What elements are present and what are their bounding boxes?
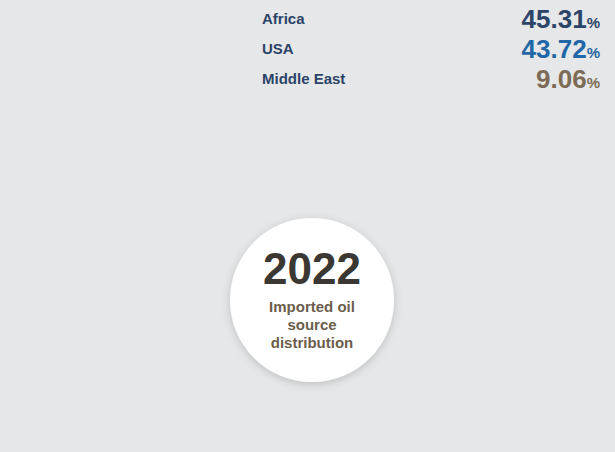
value-label: 9.06% bbox=[536, 64, 600, 94]
value-unit: % bbox=[587, 44, 600, 61]
value-number: 45.31 bbox=[522, 4, 587, 34]
category-label: Africa bbox=[262, 10, 305, 27]
title-badge: 2022 Imported oilsourcedistribution bbox=[230, 218, 394, 382]
subtitle-line: source bbox=[287, 316, 336, 333]
subtitle: Imported oilsourcedistribution bbox=[269, 298, 355, 351]
subtitle-line: Imported oil bbox=[269, 298, 355, 315]
value-unit: % bbox=[587, 14, 600, 31]
title: 2022 bbox=[263, 244, 361, 293]
labels: Africa 45.31% USA 43.72% Middle East 9.06% bbox=[262, 4, 600, 94]
value-label: 45.31% bbox=[522, 4, 600, 34]
badge-circle bbox=[230, 218, 394, 382]
category-label: USA bbox=[262, 40, 294, 57]
category-label: Middle East bbox=[262, 70, 345, 87]
value-unit: % bbox=[587, 74, 600, 91]
value-number: 43.72 bbox=[522, 34, 587, 64]
subtitle-line: distribution bbox=[271, 334, 354, 351]
chart: Africa 45.31% USA 43.72% Middle East 9.06% 202… bbox=[0, 0, 615, 452]
background bbox=[0, 0, 615, 452]
value-number: 9.06 bbox=[536, 64, 587, 94]
value-label: 43.72% bbox=[522, 34, 600, 64]
